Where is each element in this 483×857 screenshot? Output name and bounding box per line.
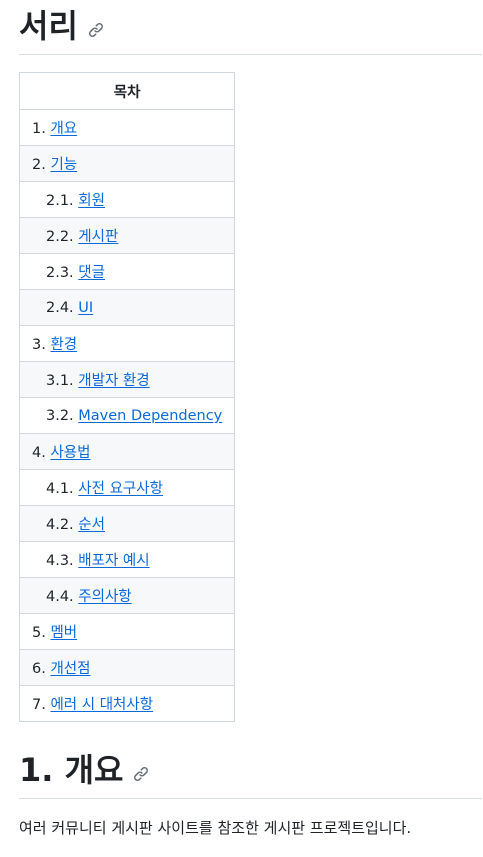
toc-row: 5. 멤버 [18,613,236,650]
toc-row: 7. 에러 시 대처사항 [18,685,236,722]
table-of-contents: 목차 1. 개요 2. 기능 2.1. 회원 2.2. 게시판 2.3. 댓글 2.4. … [18,72,236,722]
toc-number: 2.4. [46,299,74,316]
toc-cell: 4.4. 주의사항 [18,577,236,614]
toc-cell: 2.3. 댓글 [18,253,236,290]
toc-header: 목차 [18,72,236,110]
toc-link[interactable]: 에러 시 대처사항 [50,697,154,713]
toc-link[interactable]: Maven Dependency [78,407,223,424]
toc-cell: 4.2. 순서 [18,505,236,542]
toc-row: 2.4. UI [18,289,236,326]
toc-row: 3.2. Maven Dependency [18,397,236,434]
toc-number: 1. [32,121,46,137]
toc-number: 2. [32,157,46,173]
toc-link[interactable]: 환경 [50,337,78,353]
toc-number: 2.3. [46,265,74,281]
toc-number: 2.2. [46,229,74,245]
toc-row: 2.3. 댓글 [18,253,236,290]
title-divider [19,54,482,55]
toc-row: 4. 사용법 [18,433,236,470]
toc-link[interactable]: 회원 [78,193,105,209]
toc-row: 1. 개요 [18,109,236,146]
toc-number: 2.1. [46,193,74,209]
toc-link[interactable]: 주의사항 [78,589,132,605]
toc-cell: 4. 사용법 [18,433,236,470]
toc-cell: 2.2. 게시판 [18,217,236,254]
toc-link[interactable]: 멤버 [50,625,78,641]
toc-link[interactable]: 개요 [50,121,78,137]
toc-number: 3.1. [46,373,74,389]
toc-number: 3. [32,337,46,353]
toc-number: 4.2. [46,517,74,533]
section-heading-row: 1. 개요 [19,746,483,794]
toc-cell: 4.1. 사전 요구사항 [18,469,236,506]
toc-cell: 2.1. 회원 [18,181,236,218]
toc-link[interactable]: 게시판 [78,229,119,245]
title-heading-row: 서리 [19,2,483,50]
toc-cell: 1. 개요 [18,109,236,146]
toc-link[interactable]: UI [78,299,94,316]
section-heading: 1. 개요 [19,751,124,789]
toc-cell: 6. 개선점 [18,649,236,686]
toc-row: 6. 개선점 [18,649,236,686]
toc-cell: 7. 에러 시 대처사항 [18,685,236,722]
toc-number: 7. [32,697,46,713]
toc-number: 4.3. [46,553,74,569]
toc-number: 3.2. [46,407,74,424]
toc-link[interactable]: 기능 [50,157,78,173]
toc-cell: 4.3. 배포자 예시 [18,541,236,578]
toc-cell: 5. 멤버 [18,613,236,650]
toc-row: 3.1. 개발자 환경 [18,361,236,398]
toc-link[interactable]: 사전 요구사항 [78,481,163,497]
toc-link[interactable]: 순서 [78,517,105,533]
page-title: 서리 [19,7,78,45]
toc-number: 5. [32,625,46,641]
toc-row: 2.2. 게시판 [18,217,236,254]
toc-cell: 3.1. 개발자 환경 [18,361,236,398]
link-icon[interactable] [133,766,149,782]
toc-row: 4.4. 주의사항 [18,577,236,614]
readme-content: 서리 목차 1. 개요 2. 기능 2.1. 회원 2.2. 게시판 2.3. 댓글 2.… [18,0,483,839]
toc-row: 4.2. 순서 [18,505,236,542]
toc-number: 4.1. [46,481,74,497]
toc-row: 3. 환경 [18,325,236,362]
toc-cell: 2.4. UI [18,289,236,326]
toc-row: 2. 기능 [18,145,236,182]
toc-cell: 3. 환경 [18,325,236,362]
toc-row: 4.1. 사전 요구사항 [18,469,236,506]
link-icon[interactable] [88,22,104,38]
toc-link[interactable]: 댓글 [78,265,105,281]
toc-cell: 3.2. Maven Dependency [18,397,236,434]
toc-row: 4.3. 배포자 예시 [18,541,236,578]
toc-link[interactable]: 배포자 예시 [78,553,150,569]
toc-link[interactable]: 사용법 [50,445,91,461]
toc-link[interactable]: 개발자 환경 [78,373,150,389]
toc-number: 4.4. [46,589,74,605]
toc-number: 6. [32,661,46,677]
section-paragraph: 여러 커뮤니티 게시판 사이트를 참조한 게시판 프로젝트입니다. [19,819,412,837]
toc-row: 2.1. 회원 [18,181,236,218]
toc-cell: 2. 기능 [18,145,236,182]
toc-number: 4. [32,445,46,461]
section-divider [19,798,482,799]
toc-link[interactable]: 개선점 [50,661,91,677]
